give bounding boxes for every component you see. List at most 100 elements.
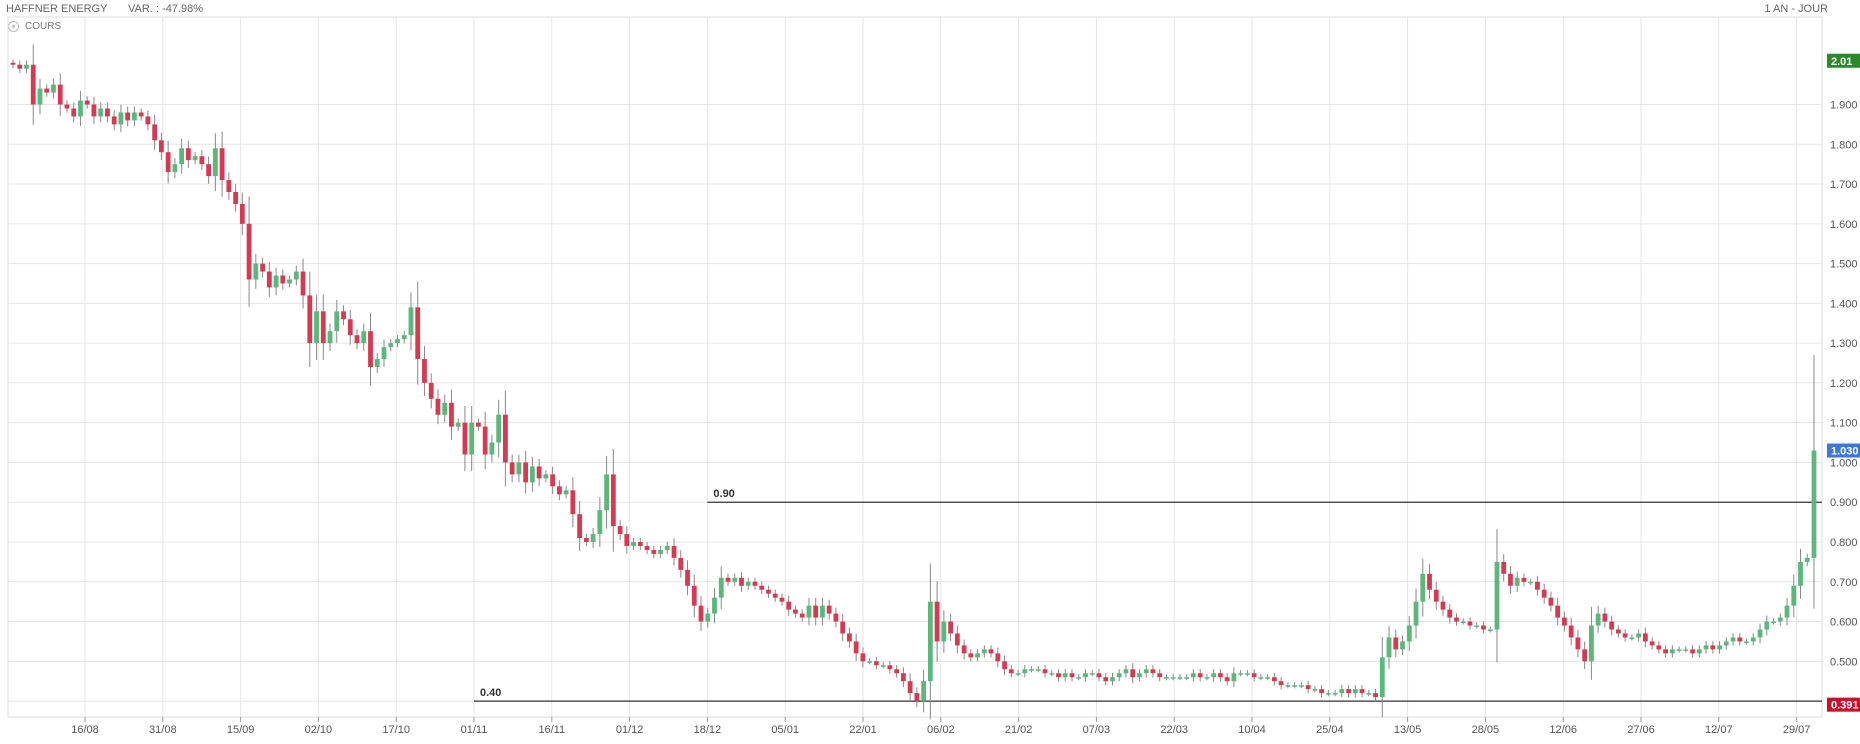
y-tick-label: 1.100 bbox=[1830, 418, 1858, 430]
candle-body bbox=[408, 307, 414, 336]
candle-body bbox=[1244, 673, 1250, 675]
y-tick-label: 1.600 bbox=[1830, 219, 1858, 231]
candle-body bbox=[30, 64, 36, 105]
level-label: 0.40 bbox=[480, 687, 501, 699]
candle-body bbox=[1508, 573, 1513, 586]
candle-body bbox=[1096, 673, 1102, 678]
candle-body bbox=[793, 609, 798, 614]
candle-body bbox=[1764, 621, 1770, 630]
candle-body bbox=[307, 295, 313, 344]
candle-body bbox=[212, 148, 218, 177]
candle-body bbox=[516, 462, 522, 475]
candle-body bbox=[185, 148, 191, 161]
candle-body bbox=[1076, 677, 1082, 679]
candle-body bbox=[64, 104, 70, 109]
y-tick-label: 1.700 bbox=[1830, 179, 1858, 191]
candle-body bbox=[280, 275, 286, 284]
level-label: 0.90 bbox=[713, 488, 734, 500]
candle-body bbox=[293, 271, 299, 280]
candle-body bbox=[1211, 673, 1217, 678]
candle-body bbox=[1642, 633, 1648, 642]
candle-body bbox=[550, 474, 556, 487]
candle-body bbox=[799, 613, 805, 618]
candle-body bbox=[914, 693, 920, 702]
candle-body bbox=[84, 100, 90, 105]
candle-body bbox=[1690, 649, 1695, 654]
candle-body bbox=[556, 486, 562, 495]
y-tick-label: 1.900 bbox=[1830, 100, 1858, 112]
candle-body bbox=[1325, 693, 1331, 695]
candle-body bbox=[860, 653, 866, 662]
candle-body bbox=[1110, 677, 1115, 682]
candle-body bbox=[644, 545, 650, 550]
candle-body bbox=[1460, 621, 1466, 624]
candle-body bbox=[813, 605, 819, 618]
candle-body bbox=[347, 319, 353, 336]
candle-body bbox=[1744, 641, 1749, 643]
candle-body bbox=[1615, 629, 1621, 634]
x-tick-label: 01/12 bbox=[616, 724, 644, 736]
candle-body bbox=[739, 577, 744, 586]
candle-body bbox=[1197, 673, 1203, 678]
candle-body bbox=[725, 577, 731, 582]
x-tick-label: 25/04 bbox=[1316, 724, 1344, 736]
candle-body bbox=[961, 645, 967, 654]
candle-body bbox=[1723, 641, 1729, 646]
candle-body bbox=[941, 621, 947, 642]
candle-body bbox=[91, 104, 97, 117]
candle-body bbox=[1002, 661, 1007, 670]
candle-body bbox=[1447, 609, 1453, 618]
x-tick-label: 31/08 bbox=[149, 724, 177, 736]
candle-body bbox=[1231, 673, 1237, 682]
candle-body bbox=[246, 223, 252, 280]
candle-body bbox=[1791, 585, 1797, 606]
candle-body bbox=[132, 112, 137, 121]
candle-body bbox=[1589, 625, 1594, 662]
candle-body bbox=[610, 474, 616, 527]
candle-body bbox=[1359, 689, 1365, 694]
candle-body bbox=[462, 422, 468, 455]
candle-body bbox=[927, 601, 933, 682]
candle-body bbox=[219, 148, 225, 181]
candle-body bbox=[577, 514, 583, 539]
x-tick-label: 22/01 bbox=[849, 724, 877, 736]
candle-body bbox=[874, 661, 879, 666]
x-tick-label: 13/05 bbox=[1394, 724, 1422, 736]
candle-body bbox=[698, 605, 704, 622]
candle-body bbox=[1305, 685, 1311, 690]
candle-body bbox=[503, 414, 508, 463]
candle-body bbox=[1676, 649, 1682, 651]
candles bbox=[10, 44, 1817, 720]
candle-body bbox=[24, 64, 29, 69]
candle-body bbox=[1575, 637, 1581, 650]
candle-body bbox=[887, 665, 893, 670]
candle-body bbox=[1035, 669, 1041, 671]
candle-body bbox=[1413, 601, 1419, 626]
candle-body bbox=[1750, 637, 1756, 642]
grid-lines bbox=[7, 16, 1823, 718]
candle-body bbox=[658, 549, 663, 554]
candle-body bbox=[1319, 689, 1324, 694]
candle-body bbox=[766, 589, 771, 594]
candle-body bbox=[266, 271, 272, 288]
candle-body bbox=[826, 605, 832, 614]
x-tick-label: 16/08 bbox=[71, 724, 99, 736]
candle-body bbox=[1602, 613, 1608, 622]
candle-body bbox=[482, 426, 488, 455]
candle-body bbox=[401, 335, 407, 340]
x-tick-label: 29/07 bbox=[1783, 724, 1811, 736]
plot-frame bbox=[7, 16, 1823, 718]
candle-body bbox=[489, 442, 495, 455]
candle-body bbox=[718, 577, 724, 598]
candle-body bbox=[691, 585, 697, 606]
y-tick-label: 1.500 bbox=[1830, 259, 1858, 271]
candle-body bbox=[51, 84, 56, 93]
candle-body bbox=[880, 665, 886, 667]
candle-body bbox=[1636, 633, 1642, 638]
period-selector[interactable]: 1 AN - JOUR bbox=[1764, 3, 1828, 15]
candle-body bbox=[44, 88, 50, 93]
candle-body bbox=[1406, 625, 1412, 642]
candle-body bbox=[1777, 617, 1783, 622]
candle-body bbox=[1535, 581, 1540, 590]
